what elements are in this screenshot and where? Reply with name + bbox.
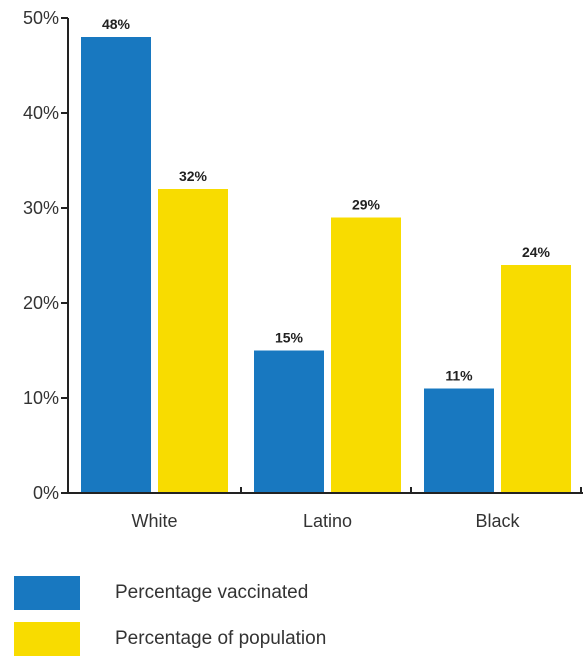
data-label: 15%: [275, 330, 304, 346]
category-label: Latino: [303, 511, 352, 531]
bar-black-vaccinated: [424, 388, 494, 493]
y-tick-label: 0%: [33, 483, 59, 503]
bar-black-population: [501, 265, 571, 493]
category-label: Black: [475, 511, 520, 531]
bar-latino-vaccinated: [254, 350, 324, 493]
data-label: 11%: [445, 368, 473, 384]
legend-swatch-population: [14, 622, 80, 656]
data-label: 48%: [102, 16, 131, 32]
bar-chart: 0% 10% 20% 30% 40% 50% 48% 32% 15% 29% 11% 24% Whi…: [23, 8, 583, 531]
legend-item-vaccinated: Percentage vaccinated: [14, 576, 574, 610]
bar-white-vaccinated: [81, 37, 151, 493]
bar-latino-population: [331, 217, 401, 493]
x-axis-labels: White Latino Black: [131, 511, 520, 531]
x-axis-ticks: [240, 487, 582, 494]
legend-label-vaccinated: Percentage vaccinated: [115, 582, 309, 603]
y-tick-label: 50%: [23, 8, 59, 28]
y-axis-ticks: 0% 10% 20% 30% 40% 50%: [23, 8, 68, 503]
y-tick-label: 30%: [23, 198, 59, 218]
y-tick-label: 20%: [23, 293, 59, 313]
y-tick-label: 40%: [23, 103, 59, 123]
data-labels: 48% 32% 15% 29% 11% 24%: [102, 16, 551, 384]
legend-item-population: Percentage of population: [14, 622, 574, 656]
legend: Percentage vaccinated Percentage of popu…: [14, 576, 574, 668]
bar-white-population: [158, 189, 228, 493]
data-label: 32%: [179, 168, 208, 184]
data-label: 29%: [352, 197, 381, 213]
legend-swatch-vaccinated: [14, 576, 80, 610]
bars: [81, 37, 571, 493]
legend-label-population: Percentage of population: [115, 628, 327, 649]
y-tick-label: 10%: [23, 388, 59, 408]
category-label: White: [131, 511, 177, 531]
data-label: 24%: [522, 244, 551, 260]
